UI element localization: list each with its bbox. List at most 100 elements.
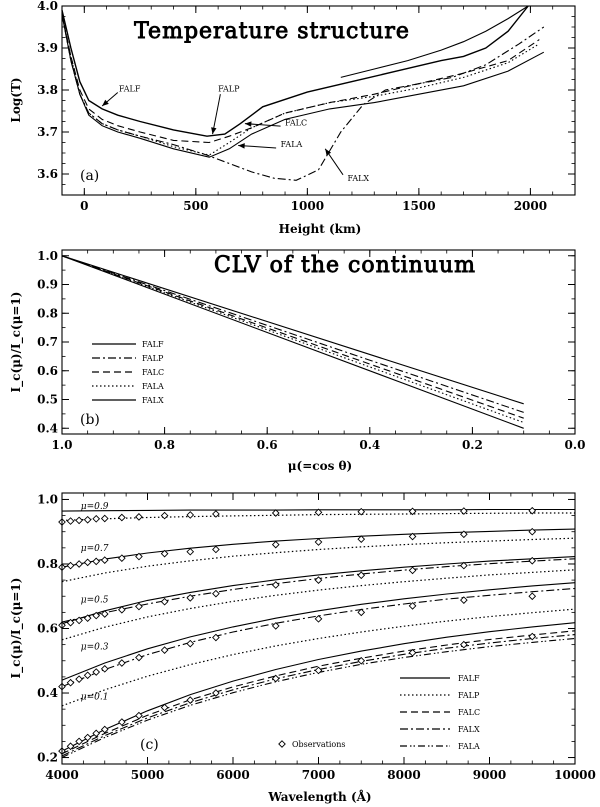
observation-marker [100,556,109,564]
line-falc [61,255,524,419]
observation-marker [160,646,169,654]
line-falp [61,569,576,641]
observation-marker [118,718,126,726]
legend-label: FALC [142,368,164,377]
observation-marker [528,556,537,565]
observation-marker [460,530,468,539]
observation-marker [271,540,280,549]
observation-marker [118,554,126,563]
panel-b-clv-continuum: 1.0 0.8 0.6 0.4 0.2 0.0 0.4 0.5 0.6 0.7 0.8 0.9 1.0 C… [9,249,585,473]
observation-marker [271,622,280,630]
legend-label: FALF [142,340,164,349]
observation-marker [408,648,417,657]
observation-marker [135,653,143,662]
mu-label: μ=0.1 [81,692,109,702]
annotation-arrow [212,94,221,135]
y-tick-label: 0.9 [37,278,58,292]
observation-marker [75,516,83,525]
observation-marker [66,678,75,687]
panel-label: (c) [140,737,159,753]
x-tick-label: 1000 [291,199,324,213]
x-tick-label: 500 [183,199,208,213]
x-tick-label: 9000 [473,768,506,782]
observation-marker [408,566,417,575]
observation-marker [212,633,220,642]
observation-marker [135,552,143,561]
observation-marker [271,581,280,589]
observation-marker [118,605,126,614]
observation-marker [100,725,109,734]
x-tick-label: 0.6 [257,438,278,452]
y-tick-label: 0.4 [37,686,58,700]
annotation-arrowhead [238,143,245,149]
annotation-arrowhead [325,148,332,156]
y-tick-label: 0.8 [37,306,58,320]
line-falx [61,14,545,181]
y-tick-label: 3.9 [37,41,58,55]
line-falx [61,587,576,688]
y-tick-label: 1.0 [37,249,58,263]
mu-label: μ=0.3 [81,642,109,652]
legend-marker [278,740,286,748]
observation-marker [118,513,126,522]
observation-marker [212,689,220,697]
x-tick-label: 0.2 [462,438,483,452]
annotation-label: FALF [119,85,141,94]
panel-label: (b) [80,412,100,428]
y-axis-label: I_c(μ)/I_c(μ=1) [9,578,24,679]
observation-marker [92,611,101,620]
observation-marker [212,510,220,518]
observation-marker [212,589,220,598]
x-tick-label: 10000 [554,768,596,782]
y-axis-label: Log(T) [9,77,23,122]
x-tick-label: 4000 [45,768,78,782]
observation-marker [271,674,280,683]
observation-marker [75,616,83,625]
y-tick-label: 0.5 [37,393,58,407]
legend-label: FALX [142,396,164,405]
x-tick-label: 0.4 [359,438,380,452]
annotation-arrowhead [244,121,252,127]
observation-marker [135,602,143,611]
legend-label: FALP [458,691,480,700]
observation-marker [314,508,323,517]
legend-label: FALX [458,725,480,734]
observation-marker [357,571,366,580]
observation-marker [92,729,101,738]
y-tick-label: 4.0 [37,0,58,13]
observation-marker [160,511,169,520]
x-axis-label: Height (km) [279,222,362,236]
y-tick-label: 0.4 [37,421,58,435]
observation-marker [271,509,280,517]
observation-marker [92,514,101,523]
panel-label: (a) [80,168,99,184]
line-falf [61,5,529,137]
x-axis-label: Wavelength (Å) [267,789,371,804]
observation-marker [314,666,323,675]
observation-marker [66,742,75,751]
observation-marker [92,668,101,676]
observation-marker [528,506,537,515]
observation-marker [186,696,195,704]
observation-marker [135,711,143,720]
annotation-label: FALA [281,140,303,149]
observation-marker [160,703,169,712]
observation-marker [75,560,83,568]
line-falf [61,556,576,625]
y-tick-label: 3.8 [37,83,58,97]
line-falx [61,255,524,429]
y-tick-label: 0.8 [37,557,58,571]
observation-marker [314,614,323,623]
observation-marker [92,557,101,566]
line-falp [61,255,524,413]
observation-marker [212,545,220,554]
x-tick-label: 8000 [387,768,420,782]
observation-marker [314,538,323,546]
legend-label: FALA [142,382,164,391]
observation-marker [100,664,109,673]
line-falf [61,622,576,752]
panel-c-clv-wavelength: 4000 5000 6000 7000 8000 9000 10000 0.2 0.4 0.6 0.… [9,492,596,804]
legend-label: Observations [292,740,345,749]
observation-marker [357,535,366,543]
legend-label: FALP [142,354,164,363]
